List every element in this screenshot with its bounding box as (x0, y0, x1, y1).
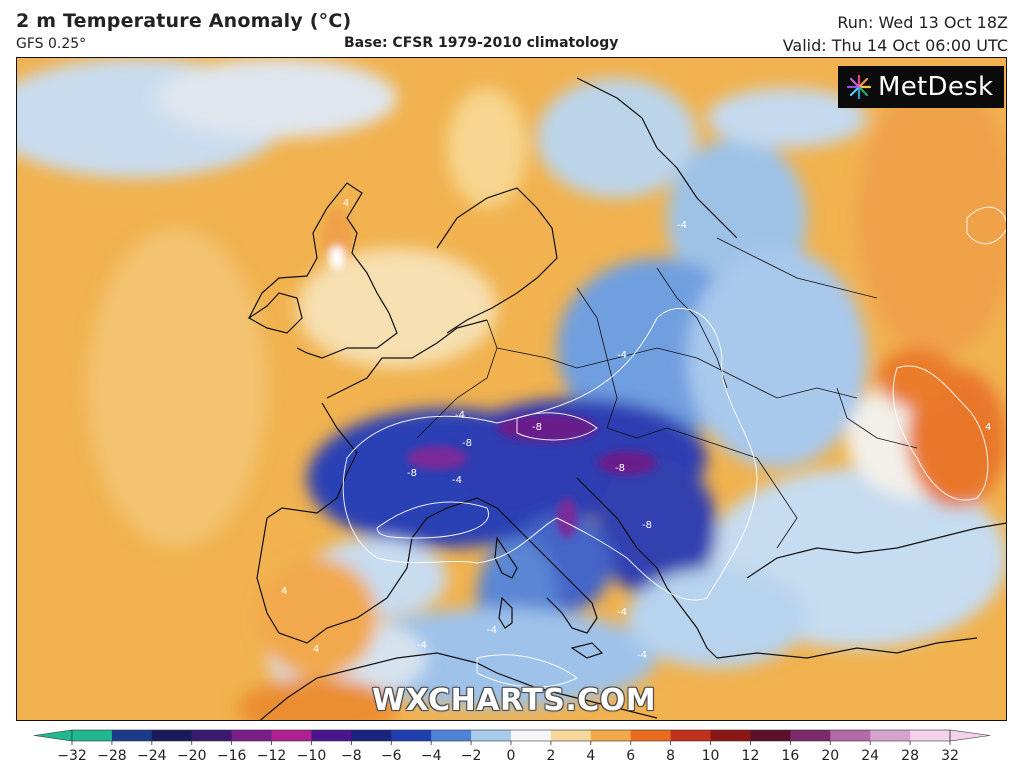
contour-label: -8 (407, 468, 417, 479)
contour-label: -4 (487, 625, 497, 636)
colorbar-segment (471, 730, 512, 741)
colorbar-segment (750, 730, 791, 741)
colorbar-segment (311, 730, 352, 741)
colorbar-tick-marks (71, 741, 951, 745)
colorbar-tick-label: 4 (586, 748, 596, 764)
colorbar-tick-label: 28 (901, 748, 919, 764)
colorbar-tick-label: 32 (941, 748, 959, 764)
climatology-base-label: Base: CFSR 1979-2010 climatology (344, 35, 619, 51)
run-time-label: Run: Wed 13 Oct 18Z (837, 13, 1008, 32)
contour-label: -4 (452, 475, 462, 486)
colorbar-tick-label: −16 (216, 748, 247, 764)
colorbar-segment (511, 730, 552, 741)
contour-label-group: 4 -4 -4 -4 -8 -8 -8 -8 -8 -4 -4 -4 -4 4 … (281, 198, 991, 661)
contour-label: 4 (985, 422, 991, 433)
colorbar-tick-label: −32 (57, 748, 87, 764)
map-canvas: 4 -4 -4 -4 -8 -8 -8 -8 -8 -4 -4 -4 -4 4 … (17, 58, 1006, 720)
colorbar-tick-label: −10 (296, 748, 327, 764)
chart-title: 2 m Temperature Anomaly (°C) (16, 10, 352, 32)
colorbar-segment (231, 730, 273, 741)
anomaly-contours (342, 206, 1006, 688)
metdesk-logo: MetDesk (838, 66, 1004, 108)
colorbar-tick-label: −12 (256, 748, 287, 764)
anomaly-shading (17, 58, 1006, 720)
colorbar-tick-label: −2 (460, 748, 482, 764)
colorbar-tick-label: 24 (861, 748, 880, 764)
contour-label: 4 (313, 644, 319, 655)
colorbar-segment (910, 730, 951, 741)
colorbar-segments (33, 729, 991, 742)
colorbar-tick-label: 12 (741, 748, 760, 764)
contour-label: 4 (281, 586, 287, 597)
colorbar-segment (72, 730, 113, 741)
colorbar-segment (830, 730, 871, 741)
colorbar-tick-label: −4 (420, 748, 442, 764)
contour-label: -8 (462, 438, 472, 449)
colorbar-segment (630, 730, 672, 741)
colorbar-segment (670, 730, 712, 741)
colorbar-segment (431, 730, 472, 741)
colorbar-tick-label: −8 (341, 748, 362, 764)
colorbar-tick-label: −28 (97, 748, 127, 764)
contour-label: 4 (343, 198, 349, 209)
contour-label: -8 (615, 463, 625, 474)
colorbar-left-arrow (33, 729, 73, 742)
contour-label: -4 (637, 650, 647, 661)
country-borders (416, 237, 918, 549)
colorbar-right-arrow (949, 729, 991, 742)
contour-label: -4 (455, 410, 465, 421)
contour-label: -8 (532, 422, 542, 433)
colorbar-tick-label: −24 (137, 748, 167, 764)
colorbar-tick-label: −20 (176, 748, 207, 764)
colorbar-tick-label: 8 (666, 748, 676, 764)
colorbar-tick-label: 16 (781, 748, 800, 764)
colorbar-tick-label: −6 (380, 748, 402, 764)
coastlines (247, 77, 1006, 720)
watermark: WXCHARTS.COM (372, 683, 657, 718)
contour-label: -4 (617, 350, 627, 361)
colorbar-tick-label: 2 (546, 748, 556, 764)
model-label: GFS 0.25° (16, 36, 87, 52)
colorbar-tick-label: 10 (701, 748, 720, 764)
contour-label: -8 (642, 520, 652, 531)
starburst-logo-icon (846, 74, 872, 100)
colorbar (33, 729, 991, 745)
colorbar-segment (391, 730, 432, 741)
colorbar-segment (870, 730, 911, 741)
colorbar-segment (351, 730, 392, 741)
anomaly-map[interactable]: 4 -4 -4 -4 -8 -8 -8 -8 -8 -4 -4 -4 -4 4 … (16, 57, 1007, 721)
colorbar-segment (111, 730, 153, 741)
contour-label: -4 (677, 220, 687, 231)
colorbar-segment (710, 730, 751, 741)
colorbar-segment (271, 730, 312, 741)
contour-label: -4 (617, 607, 627, 618)
colorbar-segment (550, 730, 592, 741)
contour-label: -4 (417, 640, 427, 651)
colorbar-segment (590, 730, 632, 741)
colorbar-segment (151, 730, 193, 741)
colorbar-tick-label: 20 (821, 748, 840, 764)
valid-time-label: Valid: Thu 14 Oct 06:00 UTC (782, 36, 1008, 55)
logo-text: MetDesk (878, 72, 994, 102)
colorbar-segment (191, 730, 233, 741)
colorbar-tick-label: 0 (506, 748, 516, 764)
colorbar-tick-label: 6 (626, 748, 636, 764)
colorbar-segment (790, 730, 831, 741)
